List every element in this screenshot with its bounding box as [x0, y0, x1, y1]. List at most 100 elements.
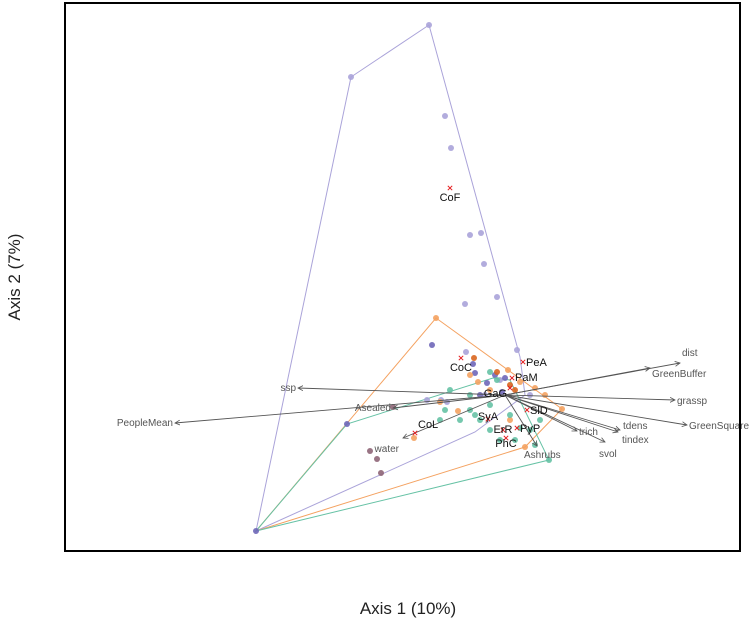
sample-point	[253, 528, 259, 534]
sample-point	[344, 421, 350, 427]
y-axis-title: Axis 2 (7%)	[5, 234, 24, 321]
sample-point	[467, 232, 473, 238]
sample-point	[467, 392, 473, 398]
group-hull	[255, 24, 526, 532]
sample-point	[470, 361, 476, 367]
centroid-label: GaG	[484, 388, 507, 400]
sample-point	[462, 301, 468, 307]
vector-arrow	[298, 388, 506, 396]
vector-arrow	[175, 394, 506, 423]
sample-point	[348, 74, 354, 80]
centroid-label: SyA	[478, 411, 499, 423]
sample-point	[494, 377, 500, 383]
centroid-label: PaM	[515, 372, 538, 384]
sample-point	[442, 113, 448, 119]
vector-label: GreenSquare	[689, 421, 749, 432]
x-axis-title: Axis 1 (10%)	[360, 599, 456, 618]
sample-point	[448, 145, 454, 151]
vector-arrow	[393, 394, 506, 408]
sample-point	[429, 342, 435, 348]
centroid-marker	[485, 416, 491, 422]
sample-point	[494, 369, 500, 375]
sample-point	[433, 315, 439, 321]
centroid-marker	[520, 359, 526, 365]
sample-point	[487, 402, 493, 408]
vector-label: Ashrubs	[524, 450, 561, 461]
vector-label: svol	[599, 449, 617, 460]
vector-label: Asealed	[355, 403, 391, 414]
sample-point	[472, 412, 478, 418]
sample-point	[463, 349, 469, 355]
sample-point	[367, 448, 373, 454]
vector-label: grassp	[677, 396, 707, 407]
centroid-label: CoL	[418, 419, 438, 431]
sample-point	[559, 406, 565, 412]
vector-arrow	[504, 394, 687, 425]
sample-point	[472, 370, 478, 376]
sample-point	[497, 437, 503, 443]
sample-point	[487, 387, 493, 393]
sample-point	[481, 261, 487, 267]
sample-point	[487, 427, 493, 433]
centroid-marker	[503, 435, 509, 441]
sample-point	[527, 392, 533, 398]
centroid-marker	[412, 430, 418, 436]
centroid-label: SlD	[530, 405, 548, 417]
vector-label: trich	[579, 427, 598, 438]
sample-point	[457, 417, 463, 423]
vector-arrow	[504, 394, 537, 446]
sample-point	[455, 408, 461, 414]
plot-frame	[64, 2, 741, 552]
vector-arrow	[504, 394, 675, 400]
sample-point	[507, 417, 513, 423]
sample-point	[502, 375, 508, 381]
vector-arrow	[504, 394, 605, 442]
centroid-marker	[458, 355, 464, 361]
sample-point	[537, 417, 543, 423]
vector-label: water	[374, 444, 400, 455]
centroid-marker	[507, 385, 513, 391]
vector-label: tdens	[623, 421, 647, 432]
centroid-label: PyP	[520, 423, 540, 435]
vector-label: ssp	[280, 383, 296, 394]
sample-point	[499, 389, 505, 395]
centroid-marker	[509, 375, 515, 381]
group-hulls	[254, 24, 563, 532]
sample-point	[374, 456, 380, 462]
centroid-marker	[514, 425, 520, 431]
sample-point	[484, 380, 490, 386]
sample-point	[512, 437, 518, 443]
sample-point	[478, 230, 484, 236]
sample-point	[426, 22, 432, 28]
sample-point	[522, 444, 528, 450]
sample-point	[507, 412, 513, 418]
sample-point	[477, 392, 483, 398]
sample-point	[527, 427, 533, 433]
sample-point	[477, 417, 483, 423]
vector-label: tindex	[622, 435, 649, 446]
sample-point	[471, 355, 477, 361]
vector-label: GreenBuffer	[652, 369, 707, 380]
vector-label: PeopleMean	[117, 418, 173, 429]
vector-label: dist	[682, 348, 698, 359]
sample-point	[378, 470, 384, 476]
centroid-label: PhC	[495, 438, 516, 450]
sample-point	[442, 407, 448, 413]
sample-point	[507, 382, 513, 388]
sample-point	[505, 367, 511, 373]
sample-point	[447, 387, 453, 393]
group-hull	[254, 377, 550, 532]
sample-point	[494, 294, 500, 300]
sample-point	[467, 372, 473, 378]
sample-point	[487, 369, 493, 375]
centroid-label: PeA	[526, 357, 547, 369]
environmental-vectors: dist GreenBuffer grassp GreenSquare tdens tin…	[117, 348, 750, 461]
sample-point	[512, 387, 518, 393]
sample-point	[514, 347, 520, 353]
centroid-label: ErR	[494, 424, 513, 436]
vector-arrow	[403, 394, 506, 438]
sample-point	[517, 379, 523, 385]
sample-point	[475, 379, 481, 385]
centroid-label: CoF	[440, 192, 461, 204]
